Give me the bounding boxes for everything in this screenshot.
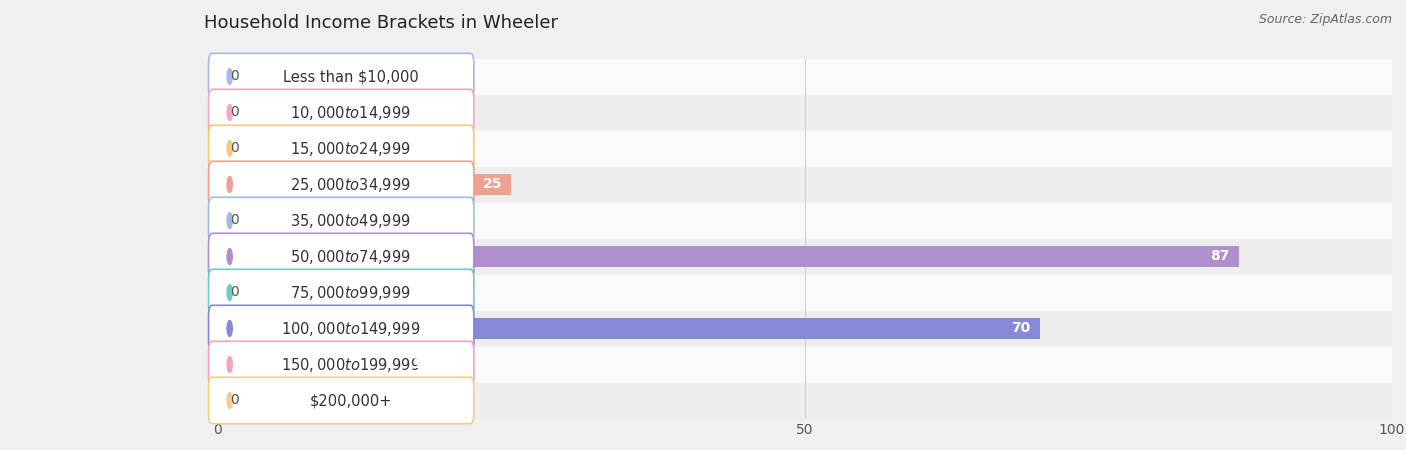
FancyBboxPatch shape — [208, 125, 474, 172]
Circle shape — [228, 104, 232, 121]
Bar — [218, 354, 441, 375]
Circle shape — [228, 356, 232, 373]
Bar — [218, 346, 1392, 382]
Circle shape — [228, 68, 232, 85]
FancyBboxPatch shape — [208, 53, 474, 100]
Text: 0: 0 — [229, 69, 239, 84]
Circle shape — [228, 248, 232, 265]
Text: 19: 19 — [412, 357, 432, 372]
Text: 87: 87 — [1211, 249, 1230, 264]
Circle shape — [228, 392, 232, 409]
Text: 0: 0 — [229, 141, 239, 156]
Bar — [218, 202, 1392, 238]
Text: 0: 0 — [229, 285, 239, 300]
Bar — [218, 274, 1392, 310]
Circle shape — [228, 176, 232, 193]
Text: $150,000 to $199,999: $150,000 to $199,999 — [281, 356, 420, 373]
FancyBboxPatch shape — [208, 161, 474, 208]
Text: $25,000 to $34,999: $25,000 to $34,999 — [290, 176, 411, 194]
Text: $75,000 to $99,999: $75,000 to $99,999 — [290, 284, 411, 302]
Bar — [218, 238, 1392, 274]
FancyBboxPatch shape — [208, 89, 474, 136]
FancyBboxPatch shape — [208, 305, 474, 352]
Text: $10,000 to $14,999: $10,000 to $14,999 — [290, 104, 411, 122]
Bar — [218, 174, 512, 195]
FancyBboxPatch shape — [208, 377, 474, 424]
Bar — [218, 130, 1392, 166]
Text: $50,000 to $74,999: $50,000 to $74,999 — [290, 248, 411, 266]
Bar — [218, 58, 1392, 94]
Text: $35,000 to $49,999: $35,000 to $49,999 — [290, 212, 411, 230]
Bar — [218, 318, 1040, 339]
Text: 0: 0 — [229, 105, 239, 120]
Bar — [218, 94, 1392, 130]
Text: Household Income Brackets in Wheeler: Household Income Brackets in Wheeler — [204, 14, 558, 32]
Circle shape — [228, 284, 232, 301]
Bar — [218, 166, 1392, 202]
FancyBboxPatch shape — [208, 269, 474, 316]
Text: 0: 0 — [229, 213, 239, 228]
FancyBboxPatch shape — [208, 341, 474, 388]
Text: $100,000 to $149,999: $100,000 to $149,999 — [281, 320, 420, 338]
Text: 25: 25 — [482, 177, 502, 192]
Text: $200,000+: $200,000+ — [309, 393, 392, 408]
FancyBboxPatch shape — [208, 197, 474, 244]
Bar — [218, 310, 1392, 346]
Circle shape — [228, 320, 232, 337]
FancyBboxPatch shape — [208, 233, 474, 280]
Text: 0: 0 — [229, 393, 239, 408]
Circle shape — [228, 212, 232, 229]
Circle shape — [228, 140, 232, 157]
Bar — [218, 382, 1392, 418]
Bar — [218, 246, 1239, 267]
Text: 70: 70 — [1011, 321, 1031, 336]
Text: Source: ZipAtlas.com: Source: ZipAtlas.com — [1258, 14, 1392, 27]
Text: Less than $10,000: Less than $10,000 — [283, 69, 419, 84]
Text: $15,000 to $24,999: $15,000 to $24,999 — [290, 140, 411, 158]
